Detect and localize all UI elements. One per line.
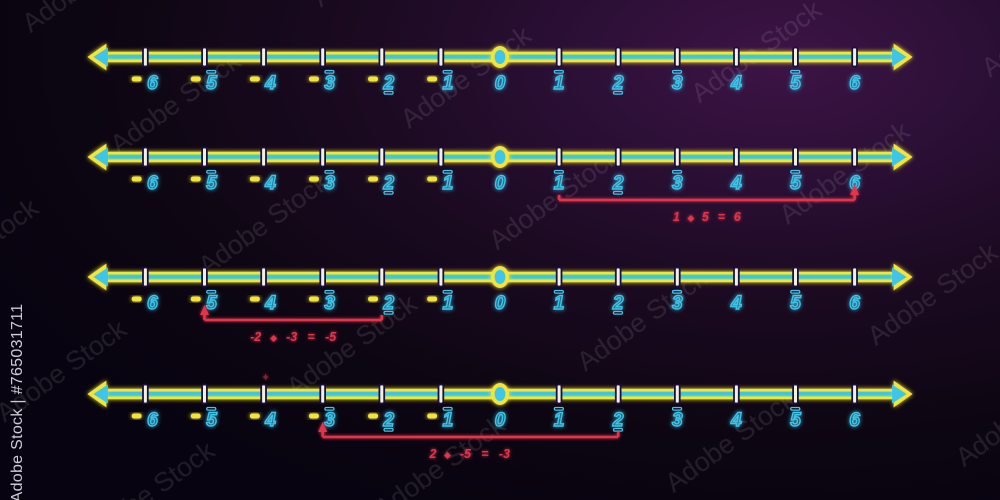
svg-text:2: 2 xyxy=(428,447,436,461)
svg-text:1: 1 xyxy=(443,173,454,194)
svg-text:3: 3 xyxy=(324,410,335,431)
svg-text:4: 4 xyxy=(264,73,276,94)
svg-text:4: 4 xyxy=(730,293,742,314)
svg-text:1: 1 xyxy=(554,293,565,314)
svg-text:1: 1 xyxy=(554,73,565,94)
svg-text:3: 3 xyxy=(672,410,683,431)
svg-text:6: 6 xyxy=(147,293,158,314)
svg-text:4: 4 xyxy=(264,173,276,194)
svg-text:0: 0 xyxy=(495,173,506,194)
svg-text:0: 0 xyxy=(495,410,506,431)
svg-text:6: 6 xyxy=(849,293,860,314)
svg-text:1: 1 xyxy=(554,173,565,194)
svg-text:5: 5 xyxy=(206,293,217,314)
svg-text:5: 5 xyxy=(790,293,801,314)
svg-text:3: 3 xyxy=(324,73,335,94)
svg-text:5: 5 xyxy=(206,73,217,94)
svg-text:3: 3 xyxy=(672,293,683,314)
svg-text:4: 4 xyxy=(730,173,742,194)
svg-text:4: 4 xyxy=(730,410,742,431)
svg-text:3: 3 xyxy=(672,73,683,94)
svg-text:5: 5 xyxy=(790,73,801,94)
svg-text:3: 3 xyxy=(672,173,683,194)
svg-text:1: 1 xyxy=(673,210,680,224)
svg-text:0: 0 xyxy=(495,73,506,94)
svg-text:4: 4 xyxy=(730,73,742,94)
svg-text:-5: -5 xyxy=(460,447,472,461)
svg-text:-3: -3 xyxy=(286,330,297,344)
svg-text:-5: -5 xyxy=(325,330,337,344)
svg-text:4: 4 xyxy=(264,293,276,314)
svg-text:=: = xyxy=(718,210,726,224)
svg-text:=: = xyxy=(307,330,315,344)
svg-text:5: 5 xyxy=(206,173,217,194)
svg-text:5: 5 xyxy=(790,173,801,194)
svg-text:6: 6 xyxy=(147,410,158,431)
svg-text:6: 6 xyxy=(147,73,158,94)
svg-text:4: 4 xyxy=(264,410,276,431)
svg-text:0: 0 xyxy=(495,293,506,314)
svg-text:6: 6 xyxy=(849,73,860,94)
svg-text:6: 6 xyxy=(147,173,158,194)
svg-text:3: 3 xyxy=(324,293,335,314)
svg-text:-2: -2 xyxy=(250,330,261,344)
svg-text:=: = xyxy=(481,447,489,461)
svg-text:1: 1 xyxy=(443,73,454,94)
svg-text:6: 6 xyxy=(849,410,860,431)
svg-text:-3: -3 xyxy=(499,447,510,461)
svg-text:3: 3 xyxy=(324,173,335,194)
svg-text:5: 5 xyxy=(790,410,801,431)
svg-text:6: 6 xyxy=(734,210,742,224)
svg-text:1: 1 xyxy=(443,410,454,431)
svg-text:1: 1 xyxy=(443,293,454,314)
svg-text:5: 5 xyxy=(206,410,217,431)
svg-text:5: 5 xyxy=(702,210,710,224)
svg-text:1: 1 xyxy=(554,410,565,431)
